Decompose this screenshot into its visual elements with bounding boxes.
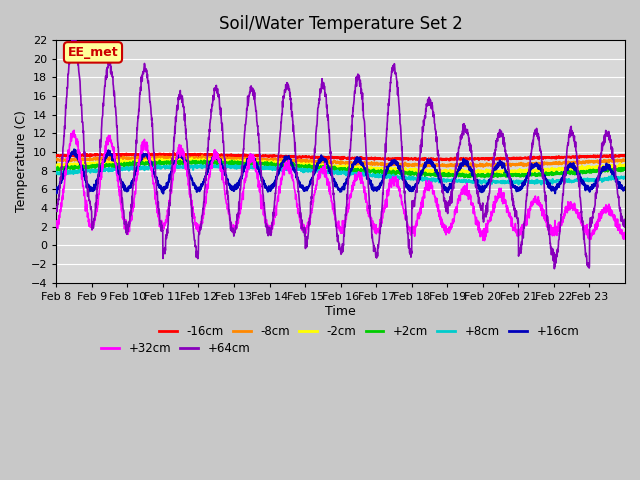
- Legend: +32cm, +64cm: +32cm, +64cm: [97, 337, 255, 360]
- Title: Soil/Water Temperature Set 2: Soil/Water Temperature Set 2: [219, 15, 463, 33]
- X-axis label: Time: Time: [325, 305, 356, 318]
- Text: EE_met: EE_met: [68, 46, 118, 59]
- Y-axis label: Temperature (C): Temperature (C): [15, 110, 28, 213]
